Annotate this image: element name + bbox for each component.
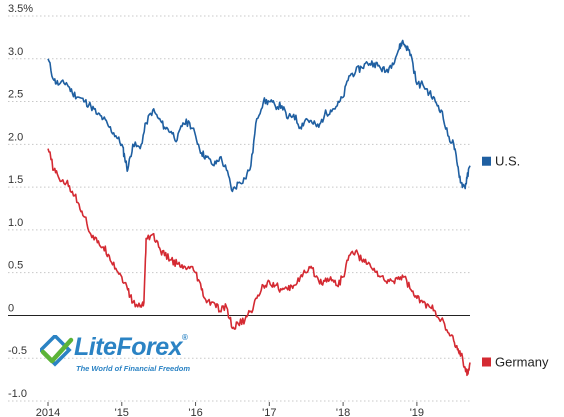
y-tick-label: 3.0 [8, 46, 23, 58]
y-tick-label: 3.5% [8, 3, 33, 15]
legend-label: Germany [495, 355, 549, 370]
x-tick-label: '16 [188, 407, 202, 417]
brand-name-part1: Lite [74, 333, 117, 361]
grid-lines [8, 15, 470, 402]
brand-name-part2: Forex [116, 333, 183, 361]
x-axis-ticks: 2014 '15 '16 '17 '18 '19 [36, 402, 424, 417]
y-tick-label: -0.5 [8, 345, 27, 357]
legend-swatch [482, 156, 491, 166]
liteforex-mark-icon [40, 335, 74, 367]
x-tick-label: '15 [115, 407, 129, 417]
series-line-us [47, 39, 471, 193]
y-tick-label: -1.0 [8, 388, 27, 400]
x-tick-label: '19 [410, 407, 424, 417]
brand-name: LiteForex® [74, 333, 188, 362]
x-tick-label: '18 [336, 407, 350, 417]
legend: U.S. Germany [482, 154, 549, 370]
x-tick-label: 2014 [36, 407, 60, 417]
y-tick-label: 2.5 [8, 89, 23, 101]
legend-swatch [482, 357, 491, 367]
y-tick-label: 1.5 [8, 174, 23, 186]
x-tick-label: '17 [262, 407, 276, 417]
series-line-germany [47, 148, 471, 377]
y-tick-label: 0 [8, 302, 14, 314]
legend-label: U.S. [495, 154, 520, 169]
y-tick-label: 0.5 [8, 260, 23, 272]
liteforex-logo: LiteForex® The World of Financial Freedo… [40, 333, 240, 385]
series-layer [47, 39, 471, 377]
y-axis-ticks: 3.5% 3.0 2.5 2.0 1.5 1.0 0.5 0 -0.5 -1.0 [8, 3, 33, 400]
y-tick-label: 2.0 [8, 131, 23, 143]
brand-tagline: The World of Financial Freedom [76, 364, 191, 373]
registered-mark: ® [182, 333, 188, 342]
y-tick-label: 1.0 [8, 217, 23, 229]
